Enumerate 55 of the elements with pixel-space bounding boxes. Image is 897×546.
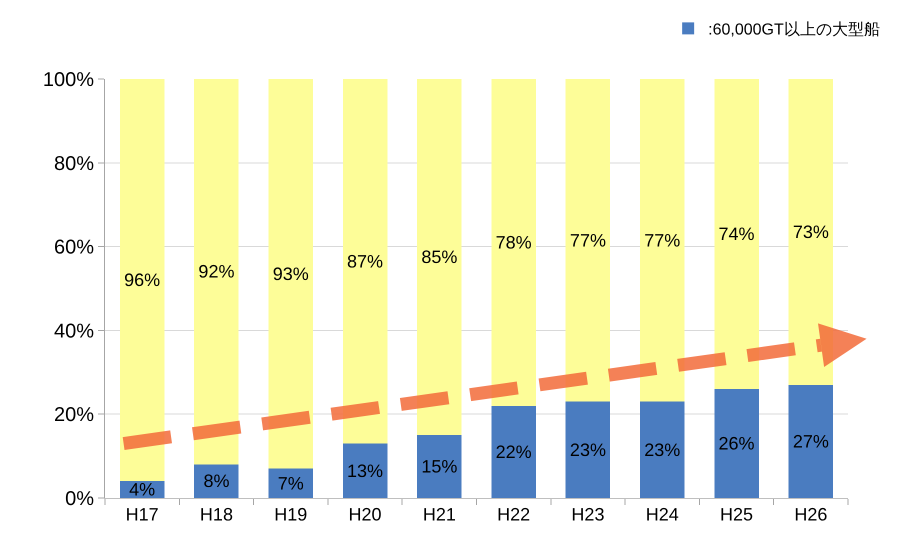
bar: [268, 79, 314, 469]
x-tick-label: H18: [200, 504, 233, 525]
y-tick-label: 100%: [42, 69, 94, 91]
data-label: 74%: [718, 224, 755, 244]
bar: [120, 79, 164, 482]
bar: [491, 79, 536, 406]
data-label: 85%: [421, 247, 458, 268]
bar: [342, 444, 388, 498]
y-tick-label: 20%: [54, 404, 94, 426]
y-tick-label: 60%: [54, 236, 94, 259]
data-label: 15%: [421, 456, 458, 477]
bar: [417, 79, 462, 436]
bar: [788, 79, 834, 385]
x-tick-label: H22: [497, 504, 530, 525]
bar: [268, 468, 314, 498]
data-label: 23%: [570, 440, 606, 460]
bar: [640, 79, 685, 402]
data-label: 93%: [272, 264, 309, 284]
legend-label: :60,000GT以上の大型船: [708, 20, 880, 39]
x-tick-label: H21: [422, 504, 456, 525]
bar: [491, 406, 536, 498]
x-tick-label: H20: [348, 504, 382, 525]
data-label: 4%: [129, 480, 156, 500]
y-tick-label: 80%: [54, 152, 94, 175]
data-label: 77%: [570, 230, 606, 250]
bar: [566, 79, 610, 402]
x-tick-label: H17: [126, 504, 159, 525]
data-label: 22%: [496, 442, 532, 462]
data-label: 8%: [203, 471, 230, 492]
data-label: 23%: [644, 440, 680, 460]
x-tick-label: H19: [274, 504, 308, 525]
bar: [640, 402, 685, 498]
bar: [342, 79, 388, 444]
bar: [417, 435, 462, 498]
data-label: 27%: [792, 431, 829, 452]
data-label: 96%: [124, 270, 160, 290]
x-tick-label: H26: [794, 504, 828, 525]
data-label: 13%: [347, 460, 384, 481]
bar: [566, 402, 610, 498]
data-label: 73%: [792, 222, 829, 242]
y-tick-label: 40%: [54, 320, 94, 342]
data-label: 87%: [347, 251, 384, 272]
bar: [788, 384, 834, 498]
y-tick-label: 0%: [65, 488, 94, 510]
x-tick-label: H24: [646, 504, 679, 525]
data-label: 92%: [198, 262, 234, 282]
data-label: 78%: [496, 232, 532, 252]
data-label: 26%: [718, 434, 755, 454]
bar: [714, 389, 759, 498]
data-label: 77%: [644, 230, 680, 250]
x-tick-label: H25: [720, 504, 754, 525]
x-tick-label: H23: [571, 504, 604, 525]
bar: [194, 79, 239, 464]
bar: [714, 79, 759, 390]
data-label: 7%: [278, 473, 304, 494]
